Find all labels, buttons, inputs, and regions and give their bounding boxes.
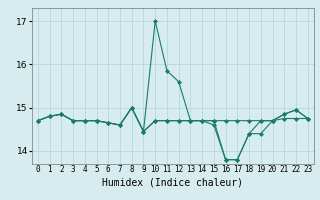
X-axis label: Humidex (Indice chaleur): Humidex (Indice chaleur) bbox=[102, 177, 243, 187]
